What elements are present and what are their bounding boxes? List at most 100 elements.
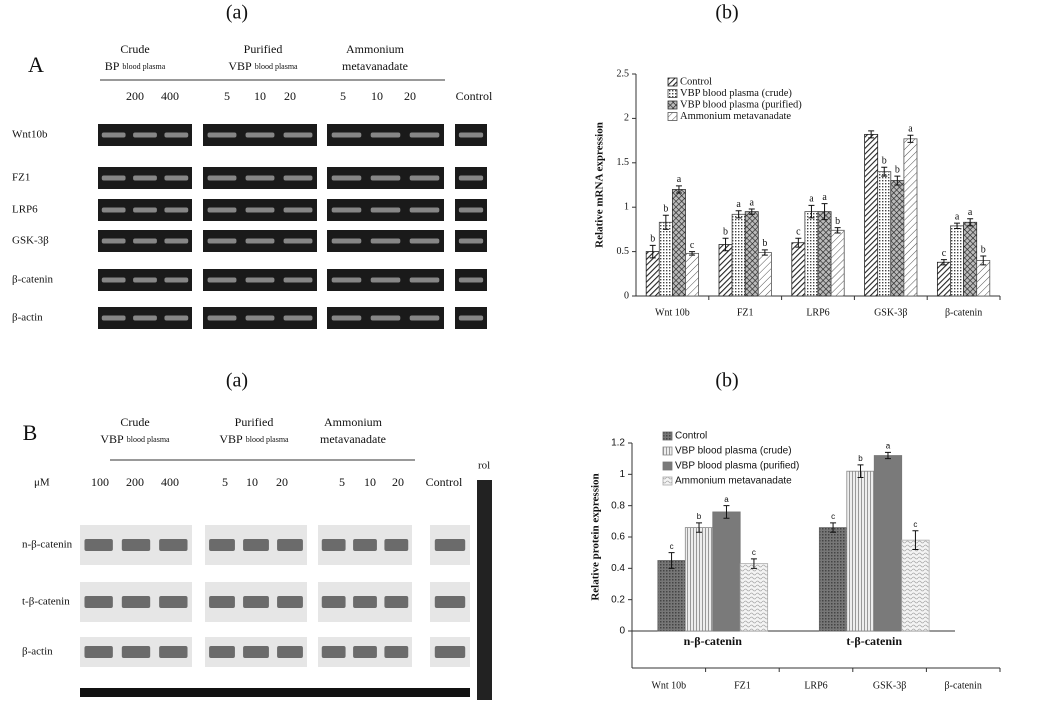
gel-band (164, 277, 189, 283)
bar (890, 180, 905, 297)
bar (744, 211, 759, 297)
gel-band (84, 596, 113, 608)
significance-letter: a (809, 194, 814, 205)
significance-letter: c (796, 227, 801, 238)
legend-label: Control (680, 76, 712, 87)
gel-band (458, 238, 484, 244)
gel-band (245, 277, 275, 283)
gel-band (245, 132, 275, 138)
gel-band (283, 315, 313, 321)
bar (718, 244, 733, 297)
sub-main: BP (105, 59, 120, 73)
bar (830, 229, 845, 297)
concentration-label: 5 (340, 89, 346, 103)
significance-letter: b (697, 512, 702, 521)
x-tick-label: n-β-catenin (684, 634, 743, 648)
concentration-label: 400 (161, 475, 179, 489)
concentration-label: Control (456, 89, 493, 103)
sub-main: VBP (219, 432, 243, 446)
gel-band (207, 315, 237, 321)
error-bar (857, 464, 864, 478)
gel-band (84, 539, 113, 551)
gel-band (370, 277, 401, 283)
error-bar (821, 203, 828, 221)
gel-band (434, 596, 466, 608)
significance-letter: a (750, 197, 755, 208)
error-bar (795, 237, 802, 248)
gel-band (458, 175, 484, 181)
error-bar (808, 204, 815, 219)
gel-band (409, 207, 440, 213)
gel-band (458, 277, 484, 283)
gel-band (283, 238, 313, 244)
significance-letter: a (955, 211, 960, 222)
significance-letter: b (650, 234, 655, 245)
x-tick-label: GSK-3β (874, 307, 907, 318)
bar (976, 260, 991, 297)
significance-letter: b (882, 156, 887, 167)
sub-main: VBP (228, 59, 252, 73)
legend-swatch (662, 446, 673, 456)
x-tick-label: FZ1 (737, 307, 754, 318)
gel-band (409, 132, 440, 138)
legend-label: Ammonium metavanadate (675, 476, 792, 487)
gel-band (353, 646, 377, 658)
gel-band (121, 596, 151, 608)
gel-band (370, 132, 401, 138)
y-tick-label: 1 (624, 201, 629, 212)
gel-band (458, 132, 484, 138)
gel-band (370, 175, 401, 181)
gel-band (409, 175, 440, 181)
edge-label: rol (478, 460, 490, 472)
concentration-label: 200 (126, 89, 144, 103)
row-label: β-actin (12, 312, 43, 324)
bar (712, 511, 741, 632)
gel-band (331, 315, 362, 321)
gel-band (370, 238, 401, 244)
gel-band (101, 315, 126, 321)
significance-letter: c (913, 520, 917, 529)
concentration-label: 400 (161, 89, 179, 103)
concentration-label: 10 (364, 475, 376, 489)
error-bar (696, 522, 703, 533)
row-label: β-actin (22, 646, 53, 658)
gel-band (245, 238, 275, 244)
error-bar (649, 244, 656, 259)
gel-band (331, 132, 362, 138)
group-sublabel: VBP blood plasma (228, 59, 298, 73)
gel-band (245, 175, 275, 181)
significance-letter: b (663, 203, 668, 214)
gel-band (245, 315, 275, 321)
legend-label: VBP blood plasma (purified) (680, 99, 802, 110)
significance-letter: c (942, 248, 947, 259)
gel-strip (477, 480, 492, 700)
gel-band (164, 175, 189, 181)
significance-letter: a (886, 442, 891, 451)
significance-letter: a (822, 192, 827, 203)
gel-band (209, 646, 235, 658)
group-sublabel: VBP blood plasma (100, 432, 170, 446)
gel-band (409, 277, 440, 283)
bar (873, 455, 903, 632)
concentration-label: 200 (126, 475, 144, 489)
gel-band (133, 132, 157, 138)
error-bar (881, 166, 888, 177)
gel-bottom-bar (80, 688, 470, 697)
gel-band (101, 207, 126, 213)
lower-axis-label: FZ1 (734, 680, 751, 691)
gel-band (207, 132, 237, 138)
gel-band (101, 277, 126, 283)
panel-label: (b) (715, 2, 738, 24)
gel-band (207, 207, 237, 213)
group-label: metavanadate (342, 59, 408, 73)
gel-band (321, 596, 346, 608)
significance-letter: c (690, 240, 695, 251)
error-bar (830, 522, 837, 533)
gel-band (133, 207, 157, 213)
gel-letter: A (28, 52, 44, 77)
significance-letter: a (968, 207, 973, 218)
gel-band (370, 207, 401, 213)
significance-letter: b (835, 216, 840, 227)
gel-band (101, 132, 126, 138)
sub-small: blood plasma (255, 62, 298, 71)
